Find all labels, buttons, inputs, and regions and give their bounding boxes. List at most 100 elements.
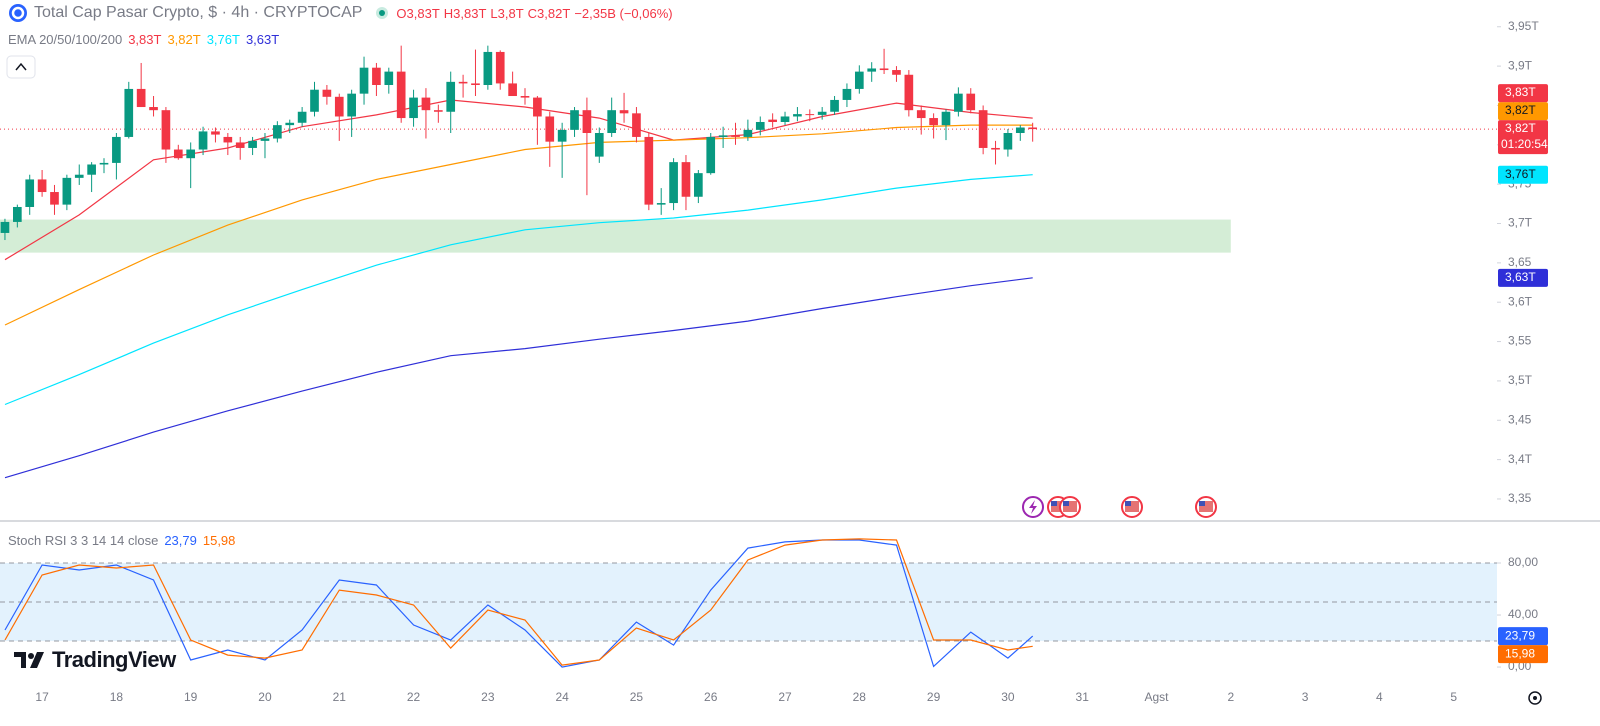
candle-body bbox=[25, 179, 35, 207]
candle-body bbox=[681, 162, 691, 197]
countdown-label: 01:20:54 bbox=[1501, 137, 1548, 151]
candle-body bbox=[235, 142, 245, 148]
candle-body bbox=[743, 129, 753, 137]
candle-body bbox=[1028, 127, 1038, 130]
candle-body bbox=[74, 174, 84, 178]
event-icons[interactable] bbox=[1022, 496, 1217, 518]
ema-legend[interactable]: EMA 20/50/100/200 3,83T 3,82T 3,76T 3,63T bbox=[8, 30, 285, 48]
stoch-legend-title: Stoch RSI 3 3 14 14 close bbox=[8, 532, 159, 548]
candle-body bbox=[223, 136, 233, 143]
ema-legend-value: 3,83T bbox=[128, 31, 162, 47]
x-tick-label: 21 bbox=[333, 690, 347, 704]
ohlc-high: H3,83T bbox=[443, 5, 487, 21]
price-tag bbox=[1498, 268, 1548, 287]
candle-body bbox=[954, 93, 963, 112]
collapse-icon bbox=[15, 62, 27, 71]
candle-body bbox=[941, 111, 951, 126]
candle-body bbox=[396, 71, 406, 119]
market-status[interactable] bbox=[368, 3, 396, 23]
candle-body bbox=[409, 97, 418, 119]
candle-body bbox=[310, 89, 319, 112]
y-tick-label: 3,7T bbox=[1508, 216, 1533, 230]
ohlc-close: C3,82T bbox=[527, 5, 571, 21]
candle-body bbox=[619, 110, 629, 114]
candle-body bbox=[13, 206, 22, 222]
candle-body bbox=[694, 173, 703, 197]
candle-body bbox=[706, 136, 716, 174]
candle-body bbox=[433, 110, 443, 112]
x-tick-label: 30 bbox=[1001, 690, 1015, 704]
x-tick-label: 5 bbox=[1450, 690, 1457, 704]
candle-body bbox=[830, 99, 839, 112]
candle-body bbox=[322, 89, 332, 97]
ohlc-change: −2,35B (−0,06%) bbox=[574, 5, 673, 21]
symbol-icon bbox=[9, 4, 27, 22]
y-tick-label: 3,6T bbox=[1508, 294, 1533, 308]
candle-body bbox=[768, 119, 777, 122]
y-tick-label: 3,5T bbox=[1508, 373, 1533, 387]
candle-body bbox=[545, 116, 555, 142]
candle-body bbox=[978, 110, 988, 148]
candle-body bbox=[483, 51, 493, 85]
candle-body bbox=[842, 88, 852, 100]
stoch-legend[interactable]: Stoch RSI 3 3 14 14 close 23,79 15,98 bbox=[8, 531, 241, 549]
ema-legend-title: EMA 20/50/100/200 bbox=[8, 31, 123, 47]
price-tag bbox=[1498, 645, 1548, 664]
candle-body bbox=[892, 70, 901, 75]
candle-body bbox=[260, 138, 270, 141]
candle-body bbox=[495, 51, 505, 84]
candle-body bbox=[632, 113, 641, 137]
y-tick-label: 3,4T bbox=[1508, 452, 1533, 466]
candle-body bbox=[508, 83, 517, 97]
candle-body bbox=[62, 177, 72, 205]
candle-body bbox=[285, 122, 295, 126]
x-tick-label: 20 bbox=[258, 690, 272, 704]
symbol-title[interactable]: Total Cap Pasar Crypto, $ · 4h · CRYPTOC… bbox=[34, 4, 363, 21]
price-tag-label: 3,82T bbox=[1505, 121, 1536, 135]
candle-body bbox=[50, 192, 59, 205]
ohlc-low: L3,8T bbox=[490, 5, 524, 21]
x-tick-label: 25 bbox=[630, 690, 644, 704]
candle-body bbox=[966, 93, 976, 111]
price-tag bbox=[1498, 102, 1548, 121]
candle-body bbox=[1015, 127, 1025, 134]
candle-body bbox=[520, 96, 530, 98]
x-tick-label: 18 bbox=[110, 690, 124, 704]
price-tag bbox=[1498, 627, 1548, 646]
candle-body bbox=[817, 111, 827, 115]
flag-icon[interactable] bbox=[1195, 496, 1217, 518]
y-tick-label: 3,35 bbox=[1508, 491, 1532, 505]
candle-body bbox=[372, 67, 381, 85]
candle-body bbox=[136, 88, 146, 108]
candle-body bbox=[991, 147, 1000, 150]
candle-body bbox=[718, 135, 728, 137]
x-tick-label: 4 bbox=[1376, 690, 1383, 704]
price-tag-label: 23,79 bbox=[1505, 628, 1535, 642]
x-tick-label: 27 bbox=[778, 690, 792, 704]
candle-body bbox=[87, 164, 96, 175]
candle-body bbox=[297, 111, 307, 123]
candle-body bbox=[570, 110, 579, 130]
x-tick-label: 19 bbox=[184, 690, 198, 704]
candle-body bbox=[359, 67, 369, 94]
x-tick-label: 26 bbox=[704, 690, 718, 704]
flag-icon[interactable] bbox=[1059, 496, 1081, 518]
candle-body bbox=[112, 136, 121, 163]
x-tick-label: 24 bbox=[555, 690, 569, 704]
x-tick-label: 29 bbox=[927, 690, 941, 704]
candle-body bbox=[533, 97, 542, 117]
settings-button[interactable] bbox=[1528, 691, 1542, 705]
indicator-line bbox=[4, 124, 1033, 326]
candle-body bbox=[124, 88, 134, 137]
plot-layer bbox=[0, 45, 1497, 668]
candle-body bbox=[471, 83, 480, 85]
candle-body bbox=[186, 149, 196, 159]
x-tick-label: 23 bbox=[481, 690, 495, 704]
collapse-button[interactable] bbox=[6, 55, 36, 79]
flag-icon[interactable] bbox=[1121, 496, 1143, 518]
candle-body bbox=[161, 110, 171, 150]
indicator-line bbox=[4, 277, 1033, 479]
brand-logo[interactable]: TradingView bbox=[12, 647, 176, 673]
candle-body bbox=[854, 71, 864, 89]
